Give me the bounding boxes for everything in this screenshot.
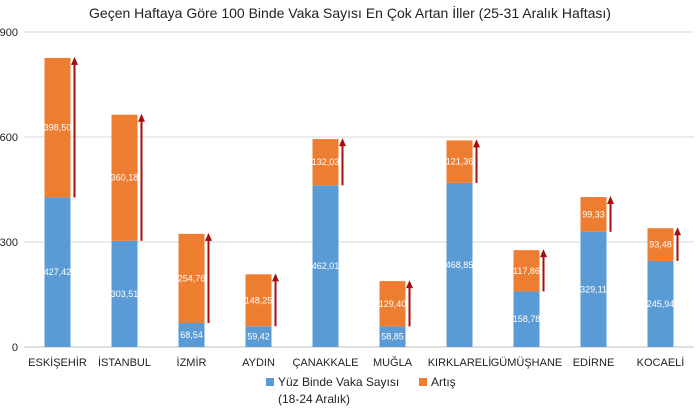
arrow-head [674, 227, 681, 236]
bar-increase [44, 57, 71, 198]
data-label-increase: 117,86 [513, 266, 540, 276]
data-label-base: 462,01 [312, 261, 340, 271]
legend-swatch-base [266, 378, 274, 386]
data-label-increase: 360,18 [111, 173, 139, 183]
y-tick-label: 900 [0, 27, 18, 39]
bar-base [513, 291, 540, 347]
x-category-label: İZMİR [177, 356, 207, 369]
data-label-base: 303,51 [111, 289, 139, 299]
bar-increase [647, 228, 674, 261]
bar-increase [580, 197, 607, 232]
x-category-label: ESKİŞEHİR [28, 356, 87, 369]
data-label-base: 468,85 [446, 260, 474, 270]
bar-increase [111, 114, 138, 241]
x-category-label: AYDIN [242, 357, 275, 369]
legend: Yüz Binde Vaka Sayısı (18-24 Aralık) Artış [266, 375, 456, 406]
bar-base [312, 185, 339, 347]
legend-label-base: Yüz Binde Vaka Sayısı [278, 375, 399, 389]
arrow-head [138, 113, 145, 122]
arrow-head [473, 139, 480, 148]
bar-base [44, 197, 71, 347]
data-label-base: 158,78 [513, 314, 541, 324]
y-axis: 0 300 600 900 [0, 27, 18, 354]
bar-increase [513, 250, 540, 292]
arrow-head [339, 138, 346, 147]
increase-arrows [71, 56, 681, 327]
bar-increase [245, 274, 272, 327]
x-category-label: MUĞLA [373, 356, 413, 369]
y-tick-label: 0 [12, 342, 18, 354]
arrow-head [540, 249, 547, 258]
bar-increase [446, 140, 473, 183]
data-label-increase: 398,50 [44, 123, 72, 133]
data-label-base: 427,42 [44, 267, 72, 277]
x-category-label: GÜMÜŞHANE [491, 357, 563, 369]
bars: 427,42 398,50 303,51 360,18 68,54 254,76 59,42… [44, 57, 675, 347]
data-label-base: 68,54 [180, 330, 203, 340]
data-label-increase: 99,33 [582, 209, 605, 219]
data-label-increase: 129,40 [379, 299, 407, 309]
data-label-increase: 121,36 [446, 157, 474, 167]
bar-base [647, 260, 674, 347]
bar-base [178, 323, 205, 347]
bar-base [111, 240, 138, 347]
legend-label-base-period: (18-24 Aralık) [278, 392, 350, 406]
x-category-label: ÇANAKKALE [292, 357, 358, 369]
data-label-increase: 132,03 [312, 157, 340, 167]
data-label-increase: 148,25 [245, 295, 273, 305]
data-label-increase: 254,76 [178, 273, 206, 283]
legend-swatch-increase [419, 378, 427, 386]
arrow-head [71, 56, 78, 65]
data-label-base: 329,11 [580, 284, 607, 294]
data-label-increase: 93,48 [649, 240, 672, 250]
bar-increase [178, 233, 205, 324]
x-category-label: KIRKLARELİ [428, 356, 492, 369]
data-label-base: 245,94 [647, 299, 675, 309]
bar-increase [379, 281, 406, 327]
y-tick-label: 300 [0, 237, 18, 249]
data-label-base: 58,85 [381, 332, 404, 342]
legend-label-increase: Artış [431, 375, 456, 389]
bar-base [580, 231, 607, 347]
x-category-label: EDİRNE [573, 356, 615, 369]
x-category-label: İSTANBUL [98, 356, 151, 369]
data-label-base: 59,42 [247, 332, 270, 342]
arrow-head [205, 232, 212, 241]
x-category-label: KOCAELİ [637, 356, 685, 369]
arrow-head [607, 196, 614, 205]
chart-title: Geçen Haftaya Göre 100 Binde Vaka Sayısı… [89, 4, 611, 21]
arrow-head [272, 273, 279, 282]
y-tick-label: 600 [0, 132, 18, 144]
x-axis: ESKİŞEHİR İSTANBUL İZMİR AYDIN ÇANAKKALE MUĞL… [28, 356, 684, 369]
arrow-head [406, 280, 413, 289]
bar-increase [312, 139, 339, 186]
bar-base [379, 326, 406, 347]
bar-base [446, 182, 473, 347]
bar-base [245, 326, 272, 347]
